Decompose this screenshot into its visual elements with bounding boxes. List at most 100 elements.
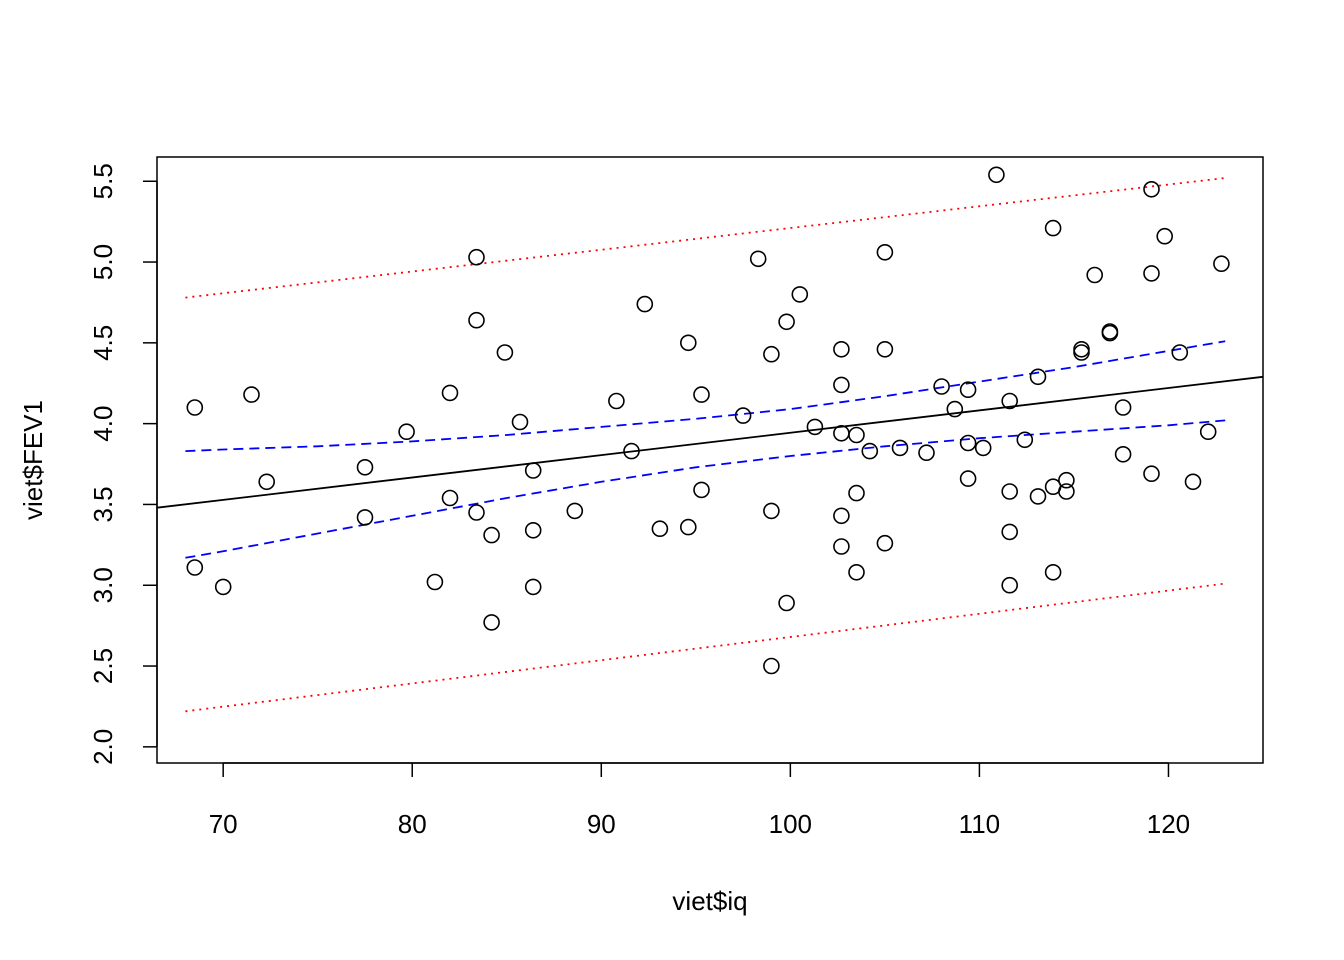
data-point (426, 573, 444, 591)
data-point (1171, 344, 1189, 361)
data-point (988, 166, 1005, 184)
y-axis-title: viet$FEV1 (18, 400, 48, 520)
regression-line (157, 375, 1263, 509)
confidence-band-lower (185, 419, 1226, 559)
data-point (468, 311, 485, 329)
data-point (1156, 227, 1173, 245)
data-point (918, 444, 935, 462)
y-axis: 2.0 2.5 3.0 3.5 4.0 4.5 5.0 5.5 (88, 163, 158, 765)
data-point (833, 507, 850, 525)
data-point (974, 439, 992, 457)
data-point (186, 399, 204, 416)
data-point (1001, 483, 1019, 500)
data-point (693, 386, 710, 403)
data-point (1016, 431, 1034, 449)
data-point (791, 286, 809, 303)
data-point (1143, 465, 1160, 483)
data-point (496, 344, 514, 361)
data-point (398, 423, 415, 441)
data-point (946, 400, 964, 418)
data-point (861, 442, 879, 460)
data-point (243, 386, 260, 403)
x-tick-label: 80 (398, 809, 427, 839)
data-point (876, 340, 894, 358)
x-tick-label: 100 (769, 809, 812, 839)
data-point (483, 614, 500, 631)
x-axis: 70 80 90 100 110 120 (209, 762, 1190, 839)
data-point (933, 378, 950, 395)
data-point (1101, 324, 1119, 342)
data-point (679, 334, 697, 352)
data-point (959, 434, 977, 452)
data-point (891, 439, 909, 457)
y-tick-label: 4.5 (88, 325, 118, 361)
data-point (623, 442, 640, 460)
data-point (1184, 473, 1202, 491)
data-point (483, 526, 500, 544)
data-point (524, 578, 542, 596)
y-tick-label: 5.5 (88, 163, 118, 199)
data-point (693, 481, 710, 499)
data-point (511, 413, 529, 431)
data-point (763, 657, 780, 675)
data-point (806, 418, 824, 436)
y-tick-label: 2.0 (88, 729, 118, 765)
data-point (833, 340, 850, 358)
data-point (1114, 445, 1132, 463)
data-point (778, 313, 795, 331)
data-point (848, 563, 865, 581)
data-point (778, 594, 795, 612)
confidence-band-upper (185, 340, 1226, 452)
data-point (1086, 266, 1103, 284)
data-point (876, 244, 894, 261)
data-point (524, 521, 542, 539)
x-axis-title: viet$iq (672, 886, 747, 916)
data-point (876, 534, 894, 552)
plot-lines (157, 177, 1263, 713)
data-point (679, 518, 697, 536)
data-point (1058, 483, 1075, 500)
data-point (833, 538, 850, 555)
data-point (468, 504, 485, 521)
data-point (441, 489, 459, 507)
data-point (763, 345, 780, 363)
data-point (186, 559, 204, 576)
data-point (1058, 471, 1075, 489)
y-tick-label: 2.5 (88, 648, 118, 684)
y-tick-label: 4.0 (88, 406, 118, 442)
data-point (959, 381, 977, 399)
data-point (258, 473, 276, 491)
x-tick-label: 70 (209, 809, 238, 839)
x-tick-label: 120 (1147, 809, 1190, 839)
plot-marks (157, 166, 1263, 713)
data-point (959, 470, 977, 487)
data-point (1029, 368, 1047, 386)
data-point (1199, 423, 1217, 441)
data-point (468, 248, 485, 266)
data-point (1143, 181, 1160, 198)
data-point (356, 509, 374, 526)
data-point (848, 426, 865, 444)
data-point (1044, 563, 1062, 581)
data-point (636, 295, 654, 313)
data-point (356, 458, 374, 476)
data-point (566, 502, 584, 520)
y-tick-label: 3.5 (88, 486, 118, 522)
data-point (1143, 265, 1160, 282)
x-tick-label: 90 (587, 809, 616, 839)
data-point (749, 250, 767, 268)
y-tick-label: 5.0 (88, 244, 118, 280)
data-point (1213, 255, 1230, 273)
data-point (1044, 219, 1062, 237)
data-point (1073, 344, 1090, 361)
data-point (524, 462, 542, 479)
data-point (441, 384, 459, 402)
data-point (608, 392, 625, 410)
data-point (1001, 576, 1019, 594)
x-tick-label: 110 (959, 809, 1000, 839)
data-point (1029, 488, 1047, 505)
y-tick-label: 3.0 (88, 567, 118, 603)
data-point (833, 376, 850, 394)
